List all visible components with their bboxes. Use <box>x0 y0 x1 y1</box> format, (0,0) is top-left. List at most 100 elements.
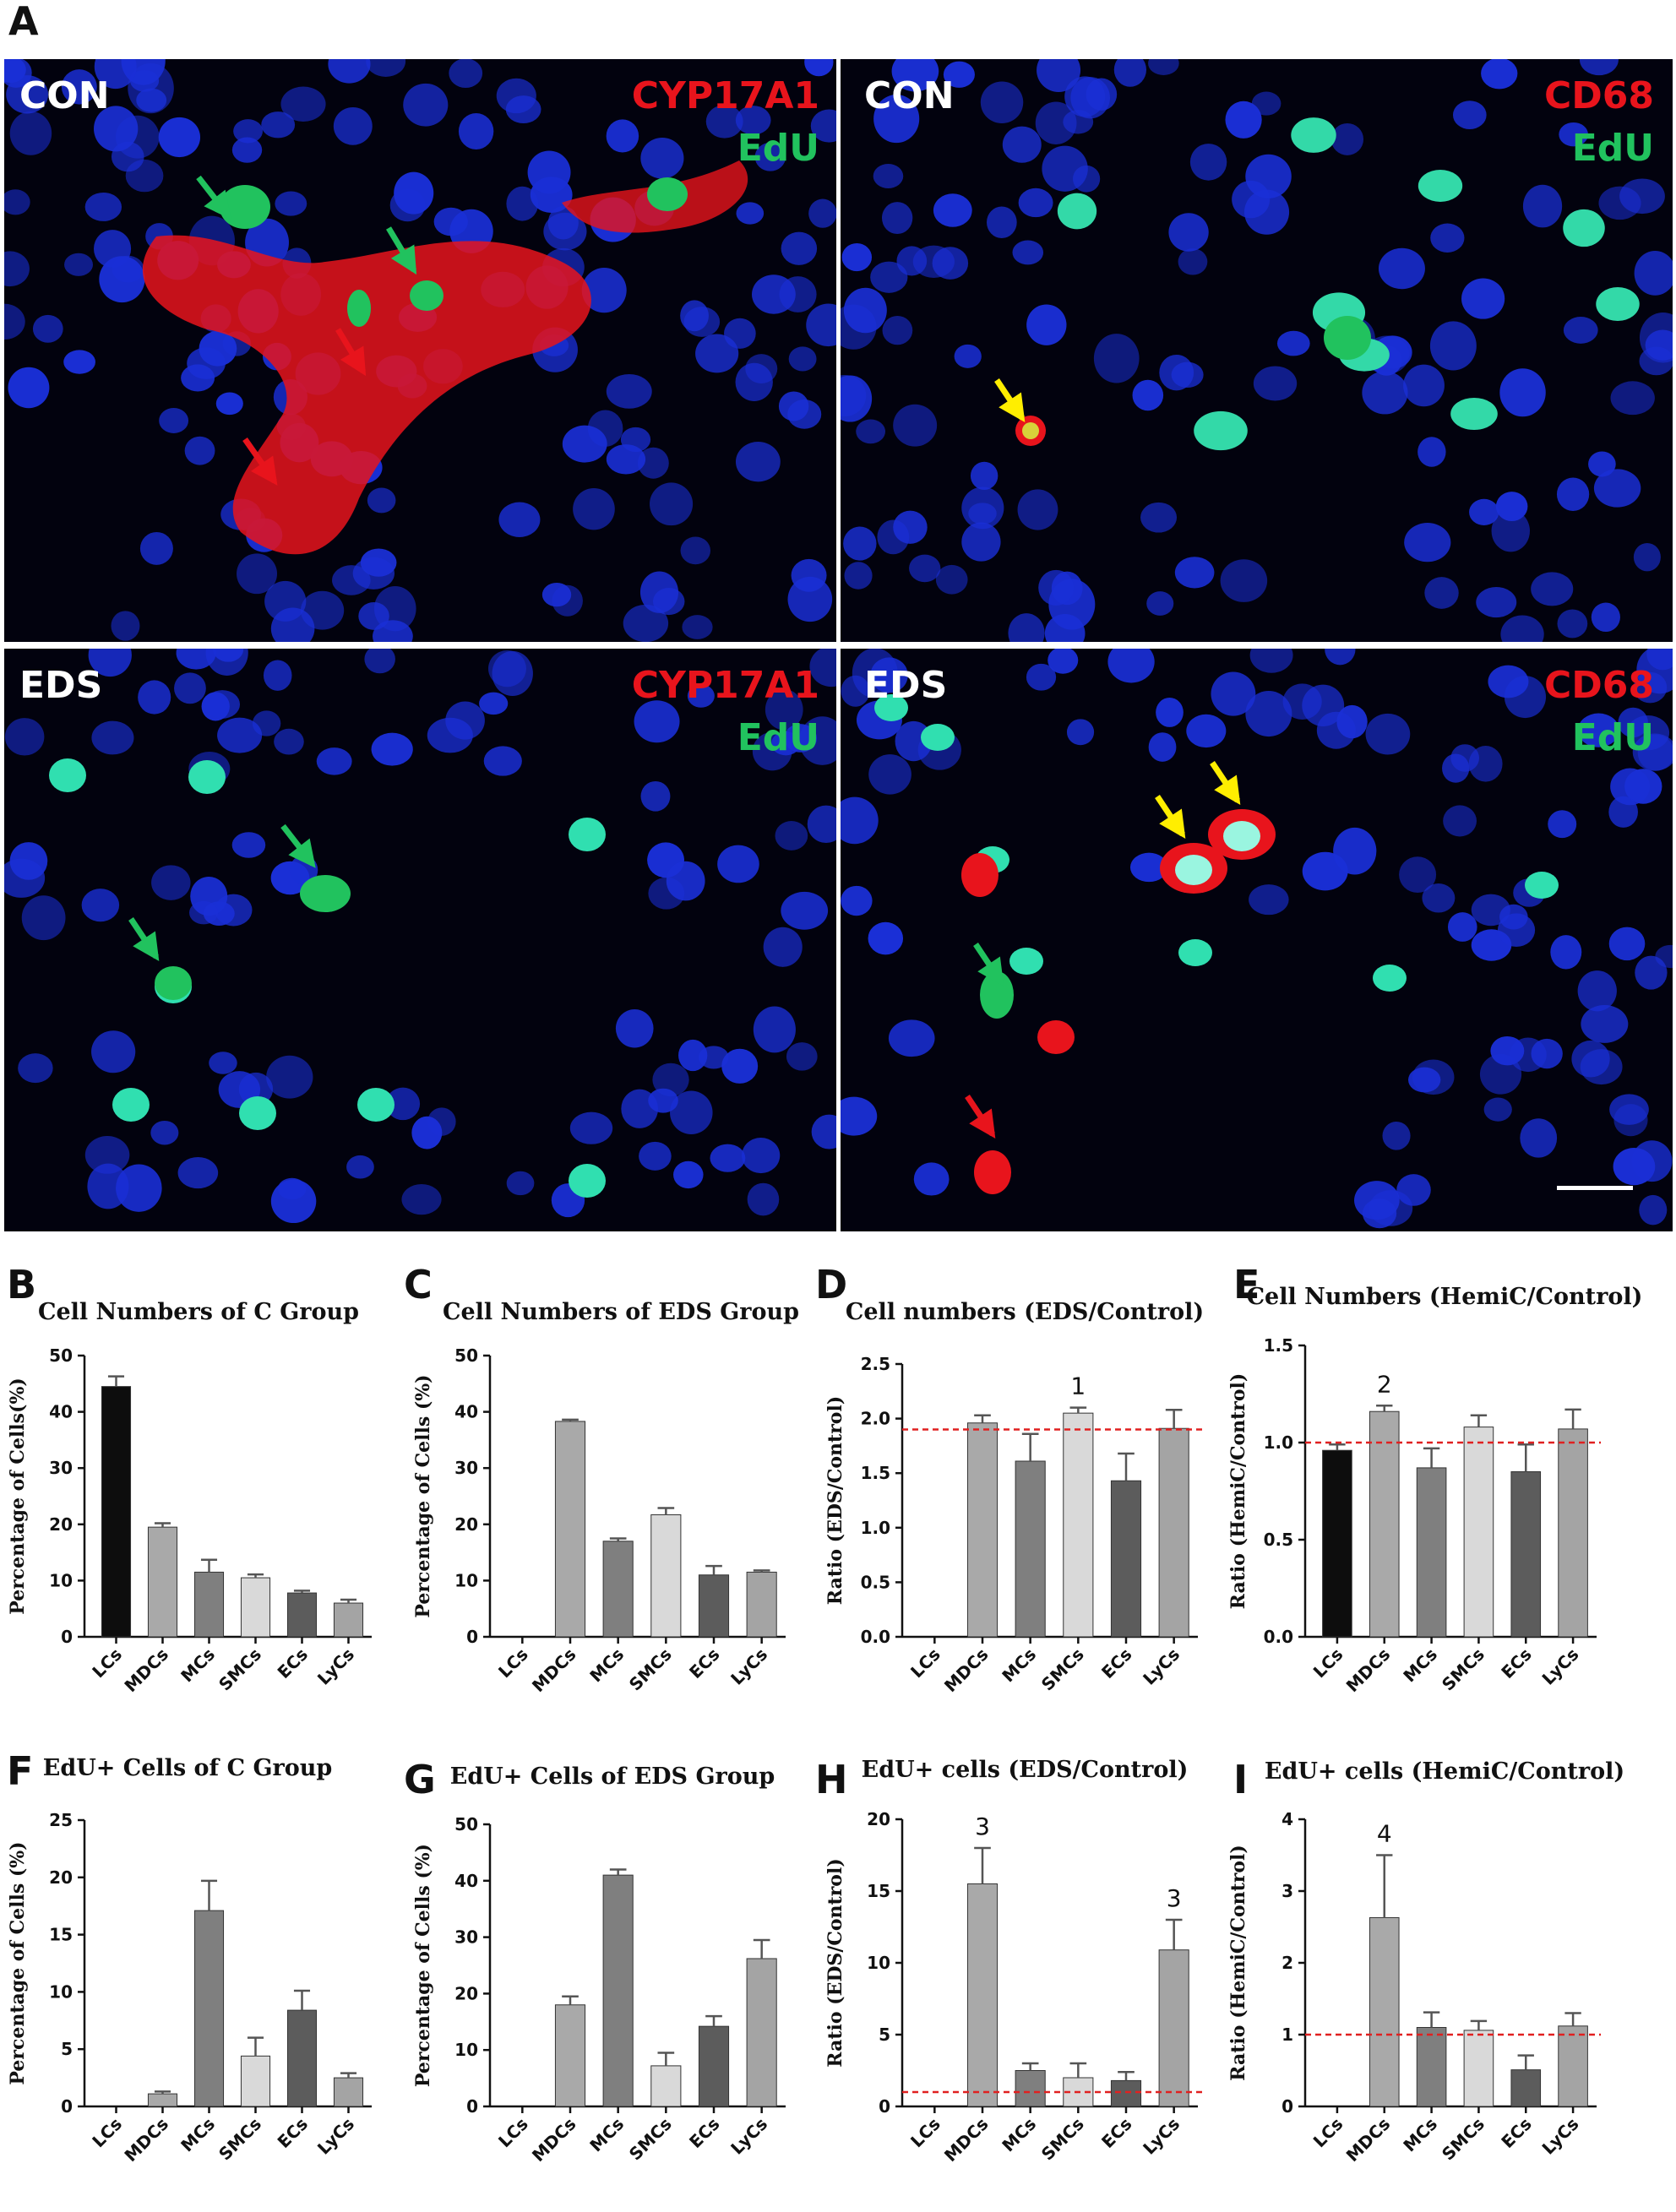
error-bar <box>1165 1409 1183 1429</box>
nucleus <box>1608 796 1638 828</box>
nucleus <box>680 300 709 332</box>
nucleus <box>4 59 32 88</box>
y-tick-label: 50 <box>454 1814 478 1834</box>
nucleus <box>893 404 938 447</box>
category-label: SMCs <box>625 1644 676 1695</box>
category-label: ECs <box>1097 2114 1135 2152</box>
nucleus <box>1189 144 1227 181</box>
chart-edu-cells-eds-group: EdU+ Cells of EDS Group Percentage of Cel… <box>405 1740 819 2209</box>
nucleus <box>1634 251 1673 296</box>
panel-letter-c: C <box>404 1262 433 1307</box>
nucleus <box>333 106 373 145</box>
category-label: MCs <box>1399 1644 1441 1687</box>
nucleus <box>1140 502 1178 533</box>
nucleus <box>1588 451 1616 477</box>
nucleus <box>870 657 908 693</box>
error-bar <box>657 2052 675 2066</box>
bar-mdcs <box>554 1421 586 1638</box>
nucleus <box>970 461 999 491</box>
nucleus <box>403 83 449 127</box>
nucleus <box>841 796 879 845</box>
nucleus <box>870 261 908 293</box>
y-tick-label: 0.5 <box>1264 1530 1293 1550</box>
nucleus <box>1146 591 1174 616</box>
nucleus <box>158 117 201 158</box>
nucleus <box>807 805 836 844</box>
nucleus <box>373 585 416 632</box>
nucleus <box>1571 1040 1610 1078</box>
nucleus <box>606 119 639 153</box>
category-label: SMCs <box>1037 1644 1088 1695</box>
nucleus <box>385 1087 421 1121</box>
nucleus <box>217 717 263 753</box>
cyp17a1-signal <box>142 235 591 555</box>
y-tick-label: 0.0 <box>861 1627 890 1647</box>
significance-annotation: 2 <box>1377 1370 1392 1398</box>
y-tick-label: 30 <box>454 1458 478 1478</box>
y-tick-label: 2.5 <box>861 1354 890 1374</box>
nucleus <box>111 611 140 641</box>
nucleus <box>427 717 473 753</box>
edu-nucleus <box>220 185 270 229</box>
bar-mdcs <box>1369 1410 1400 1638</box>
nucleus <box>735 442 781 482</box>
y-tick-label: 5 <box>61 2039 73 2059</box>
error-bar <box>1118 2070 1135 2081</box>
marker-label: CD68 <box>1543 74 1654 117</box>
group-label: CON <box>864 74 955 117</box>
nucleus <box>752 274 796 314</box>
error-bar <box>1376 1405 1393 1412</box>
nucleus <box>204 690 241 719</box>
cd68-edu-overlap <box>1022 422 1039 439</box>
nucleus <box>1548 810 1577 839</box>
nucleus <box>639 1141 672 1171</box>
panel-letter-b: B <box>7 1262 37 1307</box>
category-label: LyCs <box>1139 1644 1184 1689</box>
nucleus <box>1159 354 1194 391</box>
nucleus <box>332 565 371 595</box>
nucleus <box>174 672 206 704</box>
nucleus <box>1591 602 1620 633</box>
bar-lycs <box>746 1571 777 1638</box>
error-bar <box>1423 2011 1440 2028</box>
nucleus <box>913 1162 950 1196</box>
nucleus <box>961 522 1001 562</box>
edu-nucleus <box>410 280 443 311</box>
nucleus <box>735 106 771 135</box>
bar-lycs <box>1558 2025 1588 2107</box>
nucleus <box>252 710 281 736</box>
nucleus <box>1418 437 1446 467</box>
edu-nucleus <box>112 1088 150 1122</box>
nucleus <box>1365 713 1411 755</box>
category-label: MCs <box>177 2114 219 2156</box>
nucleus <box>266 1055 313 1099</box>
error-bar <box>1376 1854 1393 1918</box>
y-axis-label: Percentage of Cells(%) <box>7 1378 29 1615</box>
nucleus <box>366 59 406 77</box>
y-tick-label: 50 <box>49 1345 73 1366</box>
nucleus <box>765 689 803 731</box>
error-bar <box>1470 1414 1488 1427</box>
y-axis-label: Ratio (EDS/Control) <box>824 1396 846 1605</box>
nucleus <box>856 419 886 444</box>
category-label: LCs <box>1309 2114 1347 2152</box>
bar-ecs <box>1510 2069 1542 2107</box>
nucleus <box>21 895 66 941</box>
error-bar <box>753 1938 770 1959</box>
nucleus <box>1156 697 1184 727</box>
y-tick-label: 0 <box>466 2096 478 2117</box>
category-label: ECs <box>1497 1644 1535 1682</box>
category-label: MCs <box>1399 2114 1441 2156</box>
nucleus <box>136 88 167 112</box>
nucleus <box>233 119 263 144</box>
nucleus <box>873 164 904 188</box>
nucleus <box>8 367 50 409</box>
nucleus <box>492 650 533 696</box>
bar-mcs <box>193 1571 225 1638</box>
micrograph-eds-cyp17a1: EDS CYP17A1 EdU <box>4 649 836 1231</box>
nucleus <box>806 303 836 347</box>
nucleus <box>932 247 969 280</box>
edu-nucleus <box>1373 965 1407 992</box>
nucleus <box>1497 913 1536 948</box>
nucleus <box>634 700 680 743</box>
